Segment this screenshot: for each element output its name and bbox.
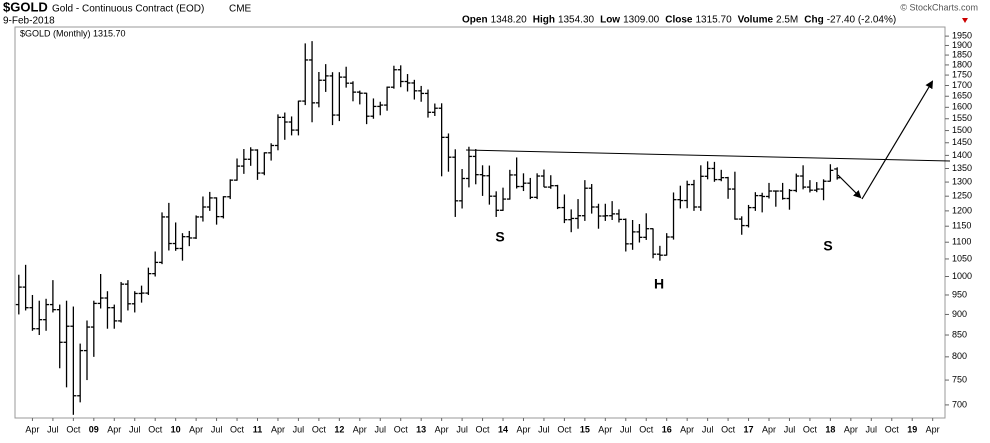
x-tick-label: Jul bbox=[784, 424, 796, 434]
x-tick-label: 10 bbox=[171, 424, 181, 434]
x-tick-label: Apr bbox=[107, 424, 121, 434]
x-tick-label: Apr bbox=[271, 424, 285, 434]
x-tick-label: 19 bbox=[907, 424, 917, 434]
x-tick-label: Oct bbox=[639, 424, 654, 434]
y-tick-label: 700 bbox=[952, 399, 967, 409]
y-tick-label: 800 bbox=[952, 351, 967, 361]
x-tick-label: Oct bbox=[885, 424, 900, 434]
chart-title: Gold - Continuous Contract (EOD) bbox=[52, 4, 204, 15]
x-tick-label: Apr bbox=[516, 424, 530, 434]
annotation: H bbox=[654, 276, 664, 292]
y-tick-label: 1350 bbox=[952, 163, 972, 173]
quote-label: Chg bbox=[804, 15, 823, 26]
down-indicator bbox=[962, 18, 968, 23]
x-tick-label: 12 bbox=[334, 424, 344, 434]
x-tick-label: Jul bbox=[866, 424, 878, 434]
quote-label: Open bbox=[462, 15, 488, 26]
x-tick-label: Oct bbox=[803, 424, 818, 434]
quote: Open 1348.20 High 1354.30 Low 1309.00 Close 131… bbox=[462, 15, 896, 26]
y-tick-label: 850 bbox=[952, 329, 967, 339]
y-tick-label: 1450 bbox=[952, 137, 972, 147]
quote-value: 1354.30 bbox=[558, 15, 595, 26]
quote-value: 2.5M bbox=[776, 15, 798, 26]
y-tick-label: 1100 bbox=[952, 237, 971, 247]
y-tick-label: 1050 bbox=[952, 253, 972, 263]
date: 9-Feb-2018 bbox=[3, 16, 55, 27]
x-tick-label: Apr bbox=[189, 424, 203, 434]
plot-frame bbox=[14, 26, 946, 419]
x-tick-label: 15 bbox=[580, 424, 590, 434]
quote-value: 1315.70 bbox=[695, 15, 732, 26]
x-tick-label: 14 bbox=[498, 424, 508, 434]
y-tick-label: 1750 bbox=[952, 69, 972, 79]
x-tick-label: Apr bbox=[762, 424, 776, 434]
x-tick-label: Apr bbox=[926, 424, 940, 434]
annotation: S bbox=[495, 229, 504, 245]
x-tick-label: 16 bbox=[662, 424, 672, 434]
x-tick-label: Apr bbox=[844, 424, 858, 434]
quote-label: Low bbox=[600, 15, 620, 26]
y-tick-label: 900 bbox=[952, 309, 967, 319]
x-tick-label: Apr bbox=[25, 424, 39, 434]
quote-label: High bbox=[533, 15, 555, 26]
legend: $GOLD (Monthly) 1315.70 bbox=[20, 28, 126, 38]
quote-value: -27.40 (-2.04%) bbox=[827, 15, 896, 26]
quote-value: 1348.20 bbox=[491, 15, 528, 26]
x-tick-label: 11 bbox=[253, 424, 263, 434]
neckline bbox=[465, 149, 951, 162]
x-tick-label: Oct bbox=[721, 424, 736, 434]
exchange: CME bbox=[229, 4, 252, 15]
y-tick-label: 1300 bbox=[952, 176, 972, 186]
x-tick-label: Apr bbox=[435, 424, 449, 434]
x-tick-label: Oct bbox=[230, 424, 245, 434]
x-tick-label: Oct bbox=[312, 424, 327, 434]
y-tick-label: 1250 bbox=[952, 191, 972, 201]
quote-label: Close bbox=[665, 15, 693, 26]
x-tick-label: Jul bbox=[47, 424, 59, 434]
x-tick-label: 13 bbox=[416, 424, 426, 434]
x-tick-label: Jul bbox=[702, 424, 714, 434]
y-tick-label: 950 bbox=[952, 289, 967, 299]
y-tick-label: 1900 bbox=[952, 40, 972, 50]
x-tick-label: Jul bbox=[620, 424, 632, 434]
arrow bbox=[861, 80, 934, 200]
y-tick-label: 1200 bbox=[952, 205, 972, 215]
x-tick-label: Jul bbox=[456, 424, 468, 434]
x-tick-label: 18 bbox=[825, 424, 835, 434]
x-tick-label: Jul bbox=[375, 424, 387, 434]
y-tick-label: 1700 bbox=[952, 80, 972, 90]
y-tick-label: 1550 bbox=[952, 113, 972, 123]
x-tick-label: Jul bbox=[211, 424, 223, 434]
symbol: $GOLD bbox=[3, 0, 48, 14]
y-tick-label: 1400 bbox=[952, 150, 972, 160]
y-tick-label: 1150 bbox=[952, 221, 971, 231]
x-tick-label: Jul bbox=[129, 424, 141, 434]
x-tick-label: Oct bbox=[557, 424, 572, 434]
annotation: S bbox=[823, 238, 832, 254]
y-tick-label: 1850 bbox=[952, 49, 972, 59]
y-tick-label: 1800 bbox=[952, 59, 972, 69]
arrow bbox=[837, 174, 862, 199]
x-tick-label: 09 bbox=[89, 424, 99, 434]
y-tick-label: 1600 bbox=[952, 102, 972, 112]
x-tick-label: Apr bbox=[680, 424, 694, 434]
y-tick-label: 1950 bbox=[952, 30, 972, 40]
x-tick-label: Jul bbox=[538, 424, 550, 434]
x-tick-label: Apr bbox=[598, 424, 612, 434]
x-tick-label: Jul bbox=[293, 424, 305, 434]
quote-label: Volume bbox=[738, 15, 774, 26]
y-tick-label: 1650 bbox=[952, 91, 972, 101]
x-tick-label: Oct bbox=[66, 424, 81, 434]
y-tick-label: 1000 bbox=[952, 271, 972, 281]
x-tick-label: Oct bbox=[476, 424, 491, 434]
y-tick-label: 1500 bbox=[952, 125, 972, 135]
quote-value: 1309.00 bbox=[623, 15, 660, 26]
x-tick-label: Oct bbox=[148, 424, 163, 434]
y-tick-label: 750 bbox=[952, 374, 967, 384]
x-tick-label: 17 bbox=[744, 424, 754, 434]
credit: © StockCharts.com bbox=[900, 2, 978, 12]
x-tick-label: Oct bbox=[394, 424, 409, 434]
x-tick-label: Apr bbox=[353, 424, 367, 434]
